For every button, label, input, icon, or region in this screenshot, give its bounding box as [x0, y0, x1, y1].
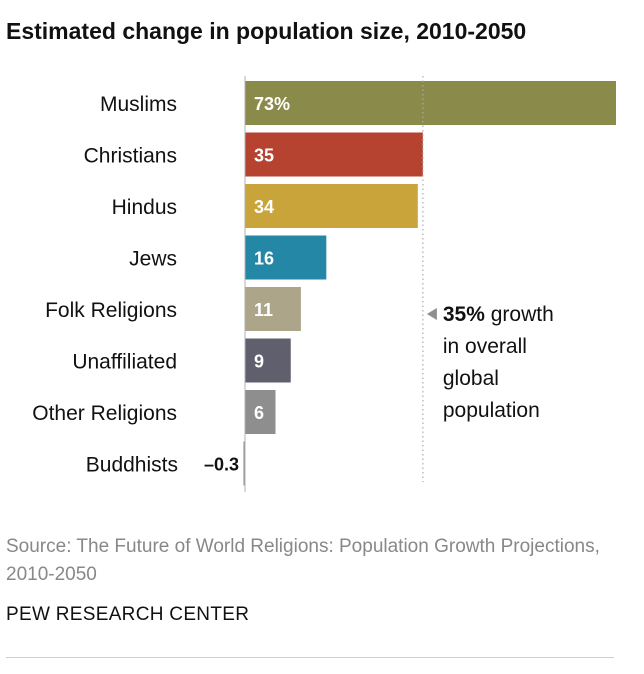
- bottom-divider: [6, 657, 614, 658]
- bar-jews: [245, 235, 327, 280]
- reference-annotation-line-2: in overall: [443, 335, 527, 358]
- value-label-other-religions: 6: [254, 403, 264, 423]
- category-label-unaffiliated: Unaffiliated: [72, 351, 177, 374]
- reference-annotation-line-4: population: [443, 399, 540, 422]
- value-label-christians: 35: [254, 146, 274, 166]
- bar-muslims: [245, 81, 616, 125]
- bar-christians: [245, 132, 423, 177]
- bar-other-religions: [245, 390, 276, 434]
- value-label-folk-religions: 11: [254, 300, 273, 320]
- reference-annotation-rest: growth: [485, 303, 554, 326]
- value-label-muslims: 73%: [254, 94, 290, 114]
- bar-chart: Muslims 73% Christians 35 Hindus 34 Jews 16 Folk…: [32, 76, 616, 492]
- value-label-hindus: 34: [254, 197, 274, 217]
- value-label-unaffiliated: 9: [254, 352, 264, 372]
- category-label-folk-religions: Folk Religions: [45, 299, 177, 322]
- value-label-buddhists: –0.3: [204, 455, 239, 475]
- credit-line: PEW RESEARCH CENTER: [6, 604, 250, 625]
- bar-hindus: [245, 184, 418, 228]
- category-label-hindus: Hindus: [112, 196, 177, 219]
- source-note: Source: The Future of World Religions: P…: [6, 536, 600, 585]
- bar-unaffiliated: [245, 338, 291, 383]
- category-label-buddhists: Buddhists: [86, 454, 178, 477]
- reference-annotation-line-1: 35% growth: [443, 303, 554, 326]
- reference-pointer-icon: [426, 308, 437, 320]
- category-label-jews: Jews: [129, 248, 177, 271]
- category-label-christians: Christians: [84, 145, 177, 168]
- reference-annotation-line-3: global: [443, 367, 499, 390]
- bar-folk-religions: [245, 287, 301, 331]
- value-label-jews: 16: [254, 249, 274, 269]
- chart-title: Estimated change in population size, 201…: [6, 18, 527, 44]
- reference-annotation-bold: 35%: [443, 303, 485, 326]
- category-label-other-religions: Other Religions: [32, 402, 177, 425]
- category-label-muslims: Muslims: [100, 93, 177, 116]
- bar-buddhists: [243, 441, 245, 486]
